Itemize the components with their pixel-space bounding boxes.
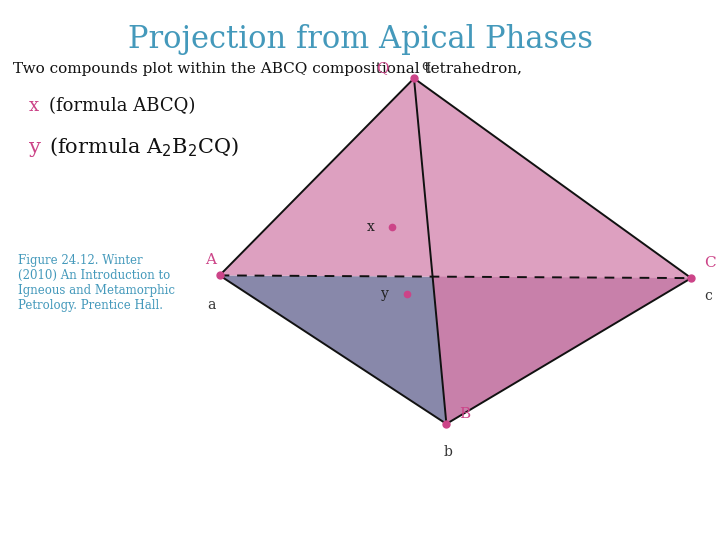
Text: a: a [207, 298, 216, 312]
Text: (formula A$_2$B$_2$CQ): (formula A$_2$B$_2$CQ) [49, 136, 238, 159]
Text: x: x [366, 220, 374, 234]
Text: y: y [381, 287, 389, 301]
Polygon shape [220, 78, 691, 278]
Text: q: q [421, 59, 431, 73]
Text: b: b [444, 446, 452, 460]
Text: A: A [205, 253, 216, 267]
Text: Projection from Apical Phases: Projection from Apical Phases [127, 24, 593, 55]
Polygon shape [414, 78, 691, 424]
Text: x: x [29, 97, 39, 115]
Text: B: B [459, 407, 470, 421]
Text: y: y [29, 138, 41, 157]
Text: c: c [704, 289, 712, 303]
Text: Two compounds plot within the ABCQ compositional tetrahedron,: Two compounds plot within the ABCQ compo… [13, 62, 522, 76]
Text: (formula ABCQ): (formula ABCQ) [49, 97, 195, 115]
Text: Q: Q [376, 62, 389, 76]
Text: C: C [704, 256, 716, 270]
Text: Figure 24.12. Winter
(2010) An Introduction to
Igneous and Metamorphic
Petrology: Figure 24.12. Winter (2010) An Introduct… [18, 254, 175, 312]
Polygon shape [220, 275, 691, 424]
